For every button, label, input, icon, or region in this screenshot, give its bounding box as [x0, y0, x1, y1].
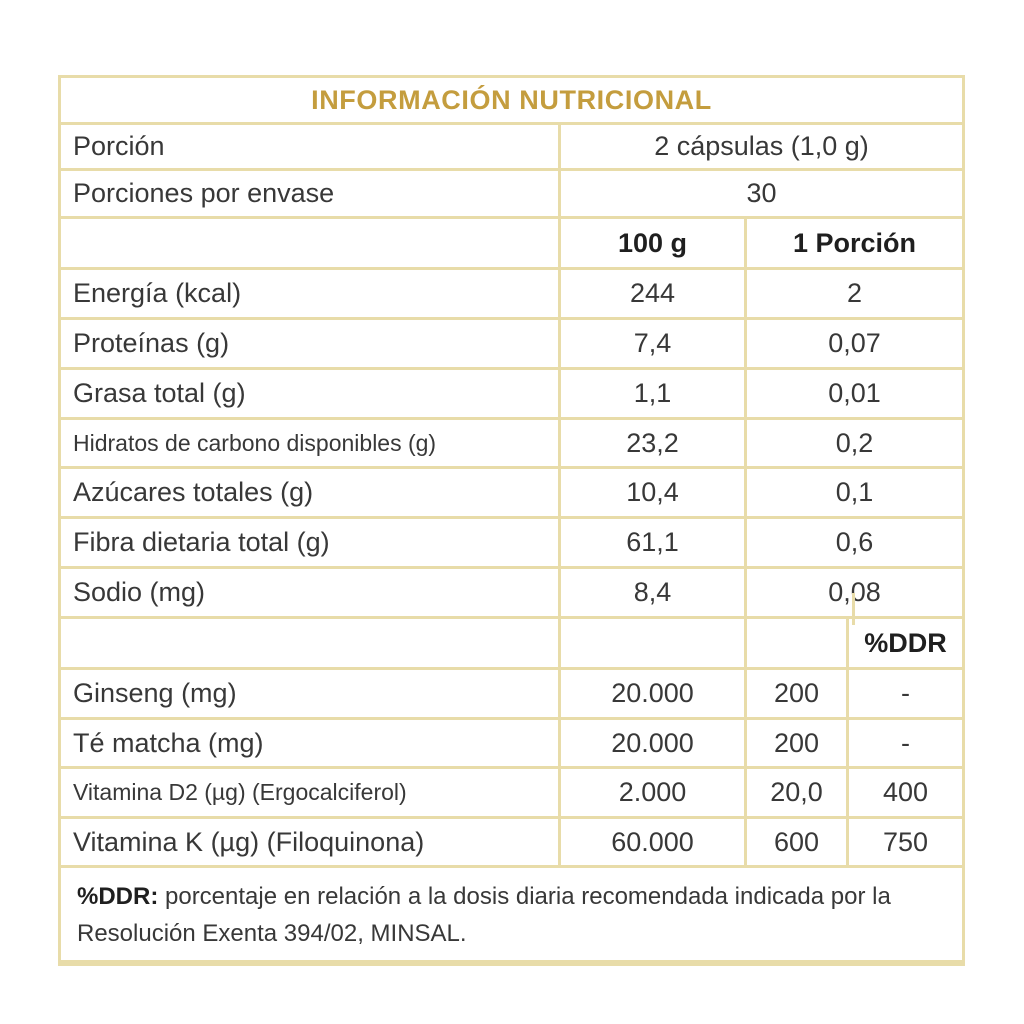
table-title-row: INFORMACIÓN NUTRICIONAL	[61, 78, 962, 125]
value-100g: 2.000	[561, 769, 747, 816]
value-100g: 244	[561, 270, 747, 317]
serving-label: Porción	[61, 125, 561, 168]
nutrient-label: Hidratos de carbono disponibles (g)	[61, 420, 561, 466]
column-header-row: 100 g 1 Porción	[61, 219, 962, 270]
value-100g: 61,1	[561, 519, 747, 566]
active-label: Vitamina D2 (µg) (Ergocalciferol)	[61, 769, 561, 816]
active-label: Vitamina K (µg) (Filoquinona)	[61, 819, 561, 865]
table-row: Porciones por envase 30	[61, 171, 962, 219]
footnote-bold-prefix: %DDR:	[77, 883, 159, 910]
table-row: Hidratos de carbono disponibles (g) 23,2…	[61, 420, 962, 469]
value-porcion: 200	[747, 720, 849, 766]
footnote-text: porcentaje en relación a la dosis diaria…	[77, 883, 891, 947]
table-row: Porción 2 cápsulas (1,0 g)	[61, 125, 962, 171]
col-header-1-porcion: 1 Porción	[792, 227, 917, 258]
table-row: Té matcha (mg) 20.000 200 -	[61, 720, 962, 769]
value-ddr: -	[901, 678, 910, 708]
nutrient-label: Azúcares totales (g)	[61, 469, 561, 516]
value-porcion: 20,0	[747, 769, 849, 816]
value-100g: 7,4	[561, 320, 747, 367]
value-porcion: 0,01	[828, 378, 881, 408]
value-100g: 20.000	[561, 720, 747, 766]
col-header-100g: 100 g	[561, 219, 747, 267]
value-porcion: 2	[846, 278, 863, 308]
table-row: Grasa total (g) 1,1 0,01	[61, 370, 962, 420]
active-label: Té matcha (mg)	[61, 720, 561, 766]
table-row: Ginseng (mg) 20.000 200 -	[61, 670, 962, 720]
table-row: Fibra dietaria total (g) 61,1 0,6	[61, 519, 962, 569]
value-100g: 1,1	[561, 370, 747, 417]
table-title: INFORMACIÓN NUTRICIONAL	[311, 84, 712, 115]
active-label: Ginseng (mg)	[61, 670, 561, 717]
value-100g: 60.000	[561, 819, 747, 865]
table-row: Proteínas (g) 7,4 0,07	[61, 320, 962, 370]
value-porcion: 200	[747, 670, 849, 717]
nutrient-label: Grasa total (g)	[61, 370, 561, 417]
nutrient-label: Energía (kcal)	[61, 270, 561, 317]
servings-per-container-value: 30	[746, 178, 777, 208]
table-row: Sodio (mg) 8,4 0,08	[61, 569, 962, 619]
col-header-ddr: %DDR	[864, 627, 947, 658]
empty-header-cell	[561, 619, 747, 667]
value-porcion: 0,1	[835, 477, 874, 507]
empty-header-cell	[61, 219, 561, 267]
value-100g: 10,4	[561, 469, 747, 516]
footnote: %DDR: porcentaje en relación a la dosis …	[61, 868, 962, 963]
empty-header-cell	[61, 619, 561, 667]
value-ddr: 750	[882, 826, 929, 857]
value-porcion: 0,2	[835, 427, 874, 458]
value-ddr: 400	[882, 777, 929, 807]
nutrient-label: Fibra dietaria total (g)	[61, 519, 561, 566]
value-ddr: -	[901, 727, 910, 758]
divider-artifact	[852, 593, 855, 625]
value-porcion: 0,6	[835, 527, 874, 557]
table-row: Vitamina D2 (µg) (Ergocalciferol) 2.000 …	[61, 769, 962, 819]
ddr-header-row: %DDR	[61, 619, 962, 670]
value-100g: 23,2	[561, 420, 747, 466]
empty-header-cell	[747, 619, 849, 667]
nutrition-facts-table: INFORMACIÓN NUTRICIONAL Porción 2 cápsul…	[58, 75, 965, 966]
value-100g: 8,4	[561, 569, 747, 616]
table-row: Energía (kcal) 244 2	[61, 270, 962, 320]
value-porcion: 0,07	[828, 328, 881, 358]
table-row: Azúcares totales (g) 10,4 0,1	[61, 469, 962, 519]
value-100g: 20.000	[561, 670, 747, 717]
nutrient-label: Proteínas (g)	[61, 320, 561, 367]
table-row: Vitamina K (µg) (Filoquinona) 60.000 600…	[61, 819, 962, 868]
nutrient-label: Sodio (mg)	[61, 569, 561, 616]
servings-per-container-label: Porciones por envase	[61, 171, 561, 216]
value-porcion: 600	[747, 819, 849, 865]
serving-value: 2 cápsulas (1,0 g)	[654, 131, 869, 161]
